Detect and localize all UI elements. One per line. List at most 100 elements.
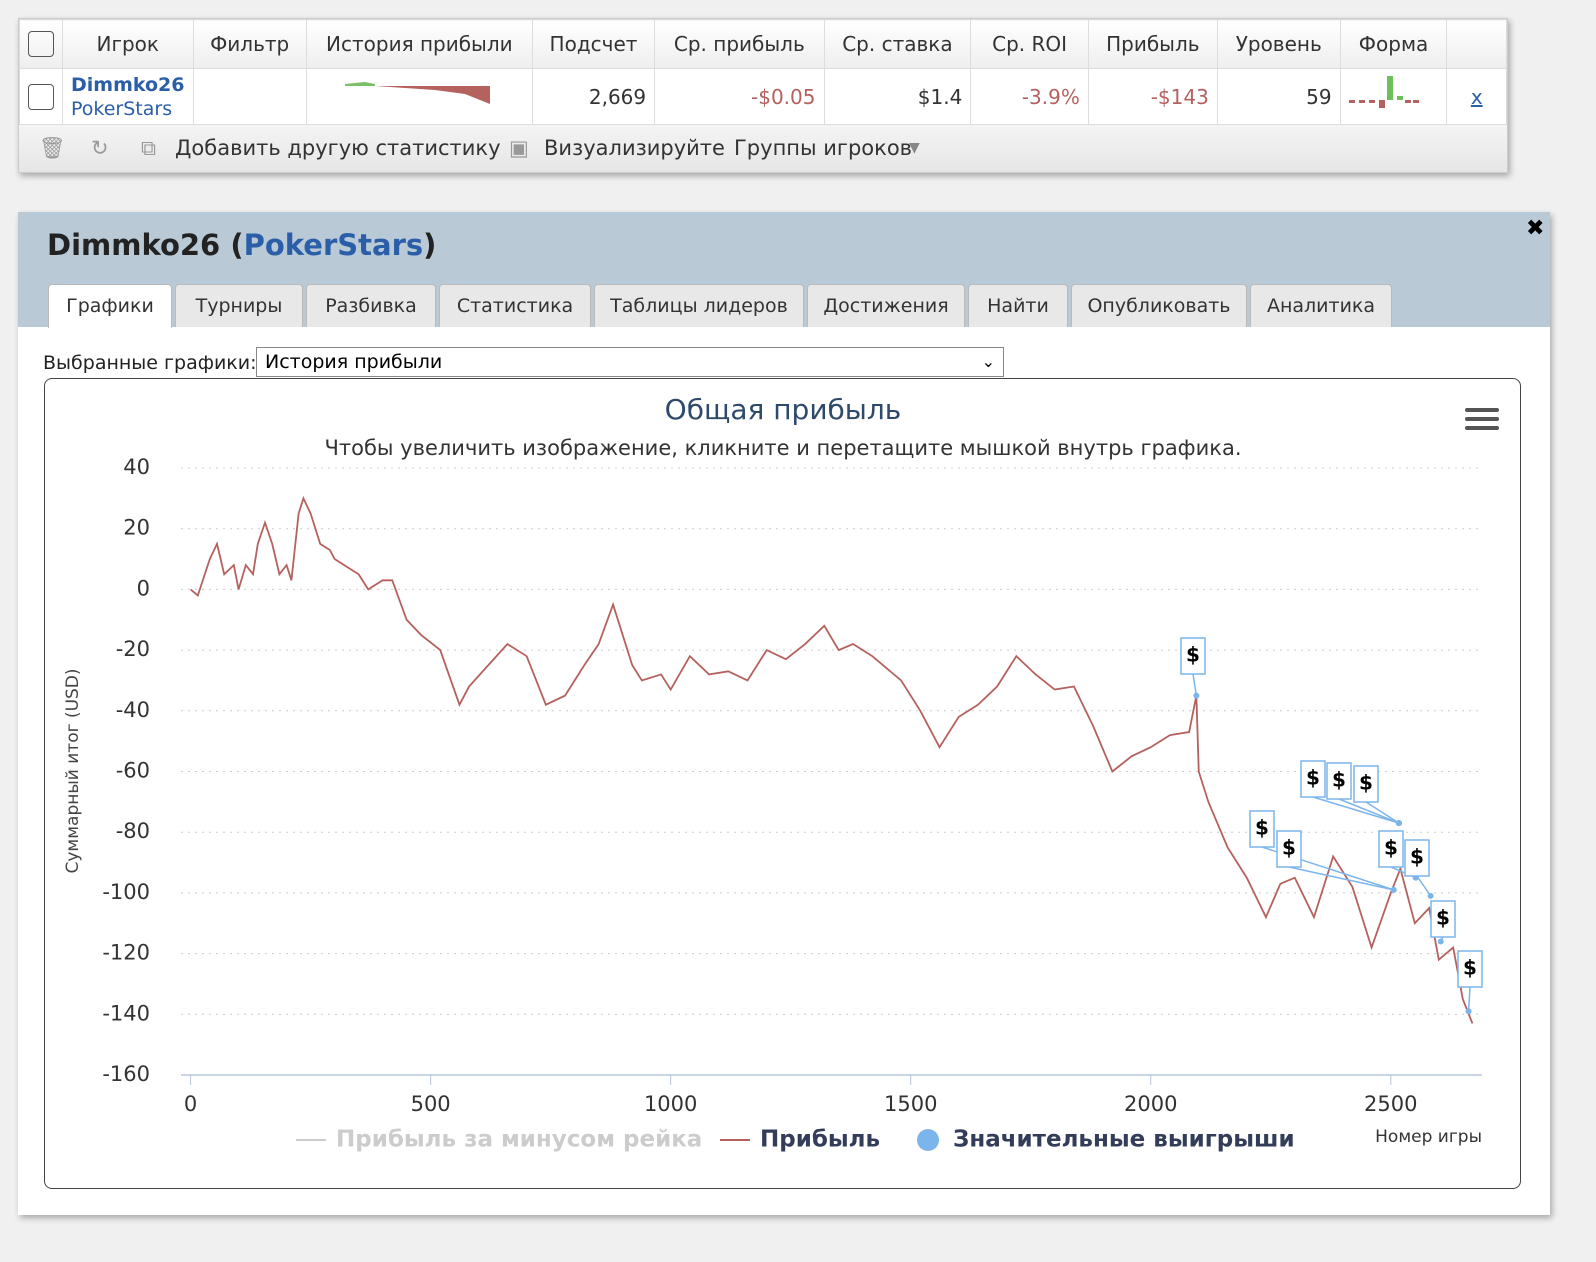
- x-tick-label: 0: [184, 1092, 197, 1116]
- chart-frame: Общая прибыль Чтобы увеличить изображени…: [44, 378, 1521, 1189]
- form-bar: [1404, 100, 1411, 103]
- big-win-marker: [1437, 938, 1444, 945]
- tab[interactable]: Аналитика: [1250, 284, 1392, 327]
- profit: -$143: [1087, 68, 1218, 125]
- y-tick-label: -140: [102, 1001, 150, 1025]
- big-win-marker: [1427, 892, 1434, 899]
- header-checkbox[interactable]: [19, 19, 63, 69]
- tab[interactable]: Достижения: [807, 284, 965, 327]
- roi: -3.9%: [970, 68, 1089, 125]
- x-tick-label: 1500: [884, 1092, 937, 1116]
- flag-box: [1353, 765, 1379, 803]
- flag-box: [1300, 760, 1326, 798]
- tab[interactable]: Графики: [48, 284, 172, 328]
- flag-box: [1276, 830, 1302, 868]
- legend-item[interactable]: Значительные выигрыши: [953, 1127, 1295, 1153]
- header[interactable]: Ср. прибыль: [654, 19, 825, 69]
- y-tick-label: 20: [123, 516, 150, 540]
- flag-label: $: [1359, 771, 1373, 795]
- visualize[interactable]: Визуализируйте: [544, 136, 725, 160]
- level: 59: [1216, 68, 1341, 125]
- flag-box: [1457, 950, 1483, 988]
- header: [1446, 19, 1507, 69]
- x-axis-label: Номер игры: [1375, 1127, 1482, 1147]
- header[interactable]: Подсчет: [531, 19, 656, 69]
- trash-icon[interactable]: 🗑: [39, 136, 66, 160]
- chart-subtitle: Чтобы увеличить изображение, кликните и …: [324, 436, 1241, 460]
- panel-title: Dimmko26 (PokerStars): [47, 228, 436, 262]
- tab[interactable]: Найти: [968, 284, 1068, 327]
- y-tick-label: -120: [102, 941, 150, 965]
- chart: Общая прибыль Чтобы увеличить изображени…: [63, 393, 1499, 1153]
- tab[interactable]: Таблицы лидеров: [594, 284, 804, 327]
- y-tick-label: -80: [116, 819, 150, 843]
- header[interactable]: Прибыль: [1087, 19, 1218, 69]
- flag-connector: [1416, 875, 1432, 897]
- form-bar: [1412, 100, 1419, 103]
- chart-selector[interactable]: История прибыли ⌄: [256, 347, 1004, 377]
- form-bar: [1378, 100, 1385, 108]
- flag-label: $: [1255, 816, 1269, 840]
- stats-card: Игрок Фильтр История прибыли Подсчет Ср.…: [18, 18, 1508, 173]
- toolbar: 🗑 ↻ ⧉ Добавить другую статистику ▣ Визуа…: [19, 125, 1507, 172]
- form-bar: [1348, 100, 1355, 103]
- remove-link[interactable]: x: [1470, 84, 1483, 109]
- y-tick-label: -100: [102, 880, 150, 904]
- tab[interactable]: Опубликовать: [1071, 284, 1247, 327]
- refresh-icon[interactable]: ↻: [91, 136, 109, 160]
- header[interactable]: Ср. ROI: [970, 19, 1089, 69]
- stats-table: Игрок Фильтр История прибыли Подсчет Ср.…: [19, 19, 1507, 125]
- header[interactable]: Игрок: [62, 19, 194, 69]
- avg-profit: -$0.05: [654, 68, 825, 125]
- big-win-marker: [1193, 692, 1200, 699]
- spark-negative: [374, 86, 490, 104]
- add-icon[interactable]: ⧉: [141, 136, 156, 160]
- add-stat[interactable]: Добавить другую статистику: [175, 136, 501, 160]
- y-tick-label: -160: [102, 1062, 150, 1086]
- big-win-marker: [1390, 886, 1397, 893]
- header[interactable]: История прибыли: [305, 19, 533, 69]
- big-win-marker: [1465, 1008, 1472, 1015]
- tab[interactable]: Разбивка: [306, 284, 436, 327]
- flag-label: $: [1410, 845, 1424, 869]
- selector-arrow: ⌄: [981, 352, 995, 371]
- player-link[interactable]: Dimmko26: [71, 73, 185, 96]
- legend-item[interactable]: Прибыль: [760, 1127, 880, 1153]
- flag-connector: [1467, 986, 1471, 1012]
- tab[interactable]: Турниры: [175, 284, 303, 327]
- flag-box: [1180, 637, 1206, 675]
- close-button[interactable]: ✖: [1526, 216, 1545, 241]
- header[interactable]: Форма: [1339, 19, 1448, 69]
- flag-label: $: [1436, 906, 1450, 930]
- row-checkbox[interactable]: [19, 68, 63, 125]
- site-link[interactable]: PokerStars: [71, 97, 173, 120]
- y-tick-label: -20: [116, 637, 150, 661]
- player-groups[interactable]: Группы игроков: [734, 136, 913, 160]
- big-win-marker: [1395, 820, 1402, 827]
- site-name[interactable]: PokerStars: [243, 228, 424, 262]
- y-axis-label: Суммарный итог (USD): [63, 668, 83, 873]
- y-tick-label: -60: [116, 759, 150, 783]
- x-tick-label: 2500: [1364, 1092, 1417, 1116]
- flag-label: $: [1332, 768, 1346, 792]
- y-tick-label: -40: [116, 698, 150, 722]
- flag-connector: [1312, 796, 1400, 824]
- visualize-icon[interactable]: ▣: [509, 136, 529, 160]
- flag-box: [1378, 830, 1404, 868]
- header[interactable]: Уровень: [1216, 19, 1341, 69]
- flag-box: [1404, 839, 1430, 877]
- flag-connector: [1192, 673, 1198, 696]
- dropdown-arrow[interactable]: ▼: [909, 140, 920, 156]
- sparkline-svg: [344, 82, 490, 104]
- form-bar: [1358, 100, 1365, 103]
- menu-button[interactable]: [1465, 408, 1499, 430]
- flag-label: $: [1186, 643, 1200, 667]
- header[interactable]: Ср. ставка: [823, 19, 972, 69]
- tab[interactable]: Статистика: [439, 284, 591, 327]
- header[interactable]: Фильтр: [192, 19, 307, 69]
- legend-item[interactable]: Прибыль за минусом рейка: [336, 1127, 702, 1153]
- sparkline: [305, 68, 533, 125]
- y-tick-label: 0: [137, 576, 150, 600]
- chart-title: Общая прибыль: [665, 393, 902, 426]
